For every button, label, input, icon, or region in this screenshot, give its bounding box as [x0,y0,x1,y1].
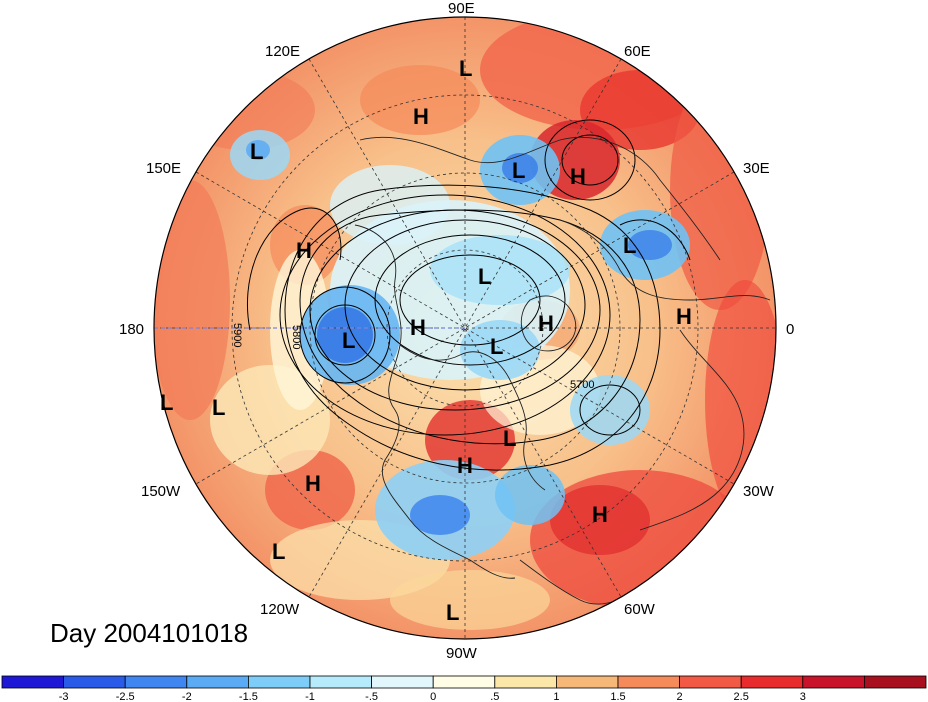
colorbar-box [740,675,804,689]
colorbar-box [63,675,126,689]
pressure-center-label: H [457,453,473,478]
coastlines [354,136,771,605]
colorbar-tick-label: -3 [59,691,69,702]
pressure-center-label: H [538,311,554,336]
pressure-center-label: L [212,395,225,420]
lon-label-90w: 90W [446,645,478,662]
colorbar-ticks: -3 -2.5 -2 -1.5 -1 -.5 0 .5 1 1.5 2 2.5 3 [59,691,806,702]
lon-label-120e: 120E [265,43,300,60]
colorbar-box [371,675,434,689]
pressure-center-label: H [410,315,426,340]
colorbar-tick-label: -2.5 [116,691,135,702]
colorbar-tick-label: .5 [490,691,499,702]
pressure-center-label: H [570,164,586,189]
pressure-center-label: L [512,158,525,183]
pressure-center-label: H [305,471,321,496]
colorbar-tick-label: 2 [677,691,683,702]
lon-label-150w: 150W [141,483,181,500]
pressure-center-label: L [272,539,285,564]
colorbar-boxes [1,675,927,689]
pressure-center-label: L [623,233,636,258]
map-title: Day 2004101018 [50,618,249,648]
colorbar-box [247,675,311,689]
contour-label-5700: 5700 [570,379,594,391]
lon-label-0: 0 [786,321,794,338]
pressure-center-label: L [342,328,355,353]
height-contours [246,119,691,471]
colorbar-box [186,675,249,689]
pressure-center-label: L [446,600,459,625]
contour-labels: 5900 5800 5700 [231,323,594,391]
pressure-center-label: L [503,426,516,451]
colorbar-box [556,675,619,689]
contour-label-5800: 5800 [290,325,302,349]
colorbar-tick-label: -2 [182,691,192,702]
lon-label-150e: 150E [146,160,181,177]
colorbar-tick-label: 1.5 [610,691,625,702]
colorbar: -3 -2.5 -2 -1.5 -1 -.5 0 .5 1 1.5 2 2.5 3 [1,675,927,702]
pressure-center-label: L [459,56,472,81]
colorbar-tick-label: 3 [800,691,806,702]
longitude-lines [154,17,776,639]
colorbar-box [679,675,742,689]
longitude-labels: 90E 120E 60E 150E 30E 180 0 150W 30W 120… [119,0,794,662]
lon-label-120w: 120W [260,601,300,618]
colorbar-box [802,675,865,689]
lon-label-90e: 90E [448,0,475,17]
pressure-center-label: L [490,334,503,359]
lon-label-30w: 30W [743,483,775,500]
contour-label-5900: 5900 [231,323,243,347]
pressure-centers: L H L L H H L L H H H L L L L L H H H L … [160,56,692,625]
pressure-center-label: L [478,264,491,289]
colorbar-tick-label: -1.5 [239,691,258,702]
lon-label-180: 180 [119,321,144,338]
colorbar-box [1,675,64,689]
map-boundary [153,16,777,640]
colorbar-box [124,675,188,689]
colorbar-box [309,675,372,689]
lon-label-30e: 30E [743,160,770,177]
lon-label-60w: 60W [624,601,656,618]
colorbar-tick-label: -1 [305,691,315,702]
pressure-center-label: L [160,390,173,415]
colorbar-tick-label: 2.5 [734,691,749,702]
pressure-center-label: L [250,139,263,164]
pressure-center-label: H [592,502,608,527]
colorbar-box [864,675,927,689]
pressure-center-label: H [413,104,429,129]
colorbar-box [432,675,496,689]
colorbar-box [617,675,680,689]
colorbar-tick-label: 1 [553,691,559,702]
pressure-center-label: H [676,304,692,329]
colorbar-tick-label: -.5 [365,691,378,702]
colorbar-box [494,675,557,689]
colorbar-tick-label: 0 [430,691,436,702]
lon-label-60e: 60E [624,43,651,60]
pressure-center-label: H [296,238,312,263]
